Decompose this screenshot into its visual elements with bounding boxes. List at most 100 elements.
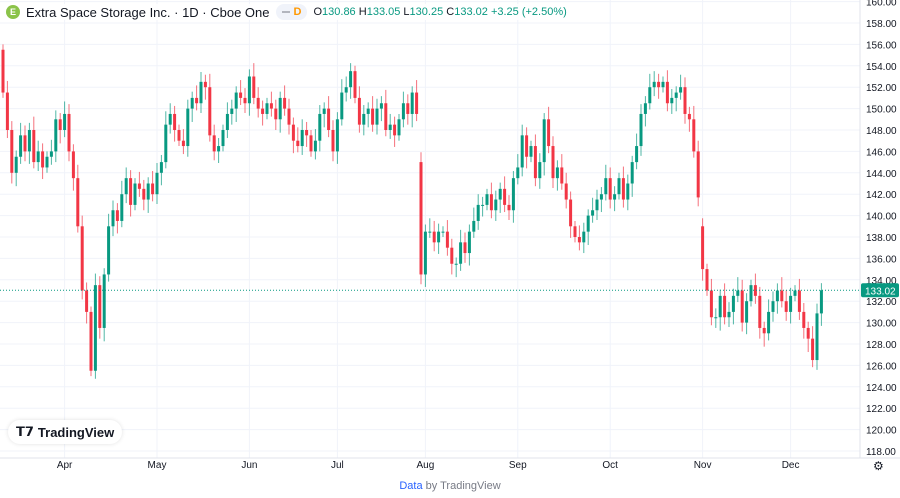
gear-icon[interactable]: ⚙ bbox=[873, 459, 884, 473]
candle-down bbox=[564, 183, 568, 200]
tv-logo-text: TradingView bbox=[37, 424, 115, 440]
candle-down bbox=[85, 290, 89, 312]
candle-up bbox=[225, 113, 229, 130]
low-value: 130.25 bbox=[409, 6, 444, 18]
candle-down bbox=[283, 97, 287, 109]
candle-down bbox=[551, 146, 555, 179]
candle-down bbox=[274, 108, 278, 120]
candle-down bbox=[683, 87, 687, 114]
candle-up bbox=[476, 204, 480, 221]
candle-up bbox=[93, 285, 97, 371]
candle-up bbox=[335, 119, 339, 152]
candle-down bbox=[560, 167, 564, 184]
candle-up bbox=[617, 178, 621, 195]
y-tick-label: 142.00 bbox=[866, 190, 897, 201]
candle-up bbox=[221, 130, 225, 147]
candle-down bbox=[142, 188, 146, 200]
candle-down bbox=[23, 135, 27, 152]
candle-up bbox=[379, 103, 383, 109]
candle-up bbox=[643, 103, 647, 114]
candle-up bbox=[423, 231, 427, 275]
candle-up bbox=[555, 167, 559, 179]
interval-badge[interactable]: D bbox=[275, 4, 308, 20]
candle-down bbox=[252, 76, 256, 98]
candle-up bbox=[146, 183, 150, 200]
candle-up bbox=[472, 220, 476, 232]
candle-down bbox=[371, 108, 375, 125]
candle-up bbox=[520, 135, 524, 168]
candle-down bbox=[10, 130, 14, 173]
candle-down bbox=[665, 81, 669, 104]
candle-up bbox=[124, 178, 128, 195]
y-tick-label: 128.00 bbox=[866, 340, 897, 351]
candle-down bbox=[287, 108, 291, 125]
candle-down bbox=[177, 130, 181, 141]
candle-up bbox=[300, 130, 304, 147]
y-tick-label: 136.00 bbox=[866, 254, 897, 265]
candle-down bbox=[58, 119, 62, 130]
candle-up bbox=[388, 124, 392, 130]
y-tick-label: 146.00 bbox=[866, 147, 897, 158]
candle-down bbox=[80, 226, 84, 291]
y-tick-label: 144.00 bbox=[866, 169, 897, 180]
candle-down bbox=[432, 231, 436, 243]
candle-down bbox=[657, 81, 661, 88]
symbol-title[interactable]: Extra Space Storage Inc. · 1D · Cboe One bbox=[26, 4, 270, 20]
candle-down bbox=[762, 327, 766, 334]
high-value: 133.05 bbox=[366, 6, 401, 18]
close-label: C bbox=[446, 6, 455, 18]
data-link[interactable]: Data bbox=[399, 480, 423, 492]
candle-up bbox=[27, 130, 31, 152]
candle-down bbox=[621, 178, 625, 200]
candle-down bbox=[327, 108, 331, 130]
candle-up bbox=[102, 274, 106, 328]
candle-down bbox=[577, 237, 581, 243]
candle-up bbox=[591, 210, 595, 216]
x-tick-label: Jul bbox=[331, 460, 344, 471]
y-tick-label: 160.00 bbox=[866, 0, 897, 9]
candle-up bbox=[599, 194, 603, 200]
candle-up bbox=[485, 194, 489, 205]
candle-up bbox=[133, 183, 137, 205]
candle-down bbox=[353, 71, 357, 98]
candle-down bbox=[384, 103, 388, 130]
candle-up bbox=[679, 87, 683, 93]
candle-up bbox=[481, 204, 485, 206]
x-tick-label: Sep bbox=[509, 460, 527, 471]
candle-up bbox=[467, 231, 471, 254]
candle-down bbox=[393, 124, 397, 136]
candle-up bbox=[613, 194, 617, 200]
candle-down bbox=[5, 92, 9, 130]
candle-up bbox=[749, 285, 753, 302]
candle-up bbox=[349, 71, 353, 88]
candle-down bbox=[32, 130, 36, 163]
candle-up bbox=[107, 226, 111, 275]
candle-down bbox=[76, 178, 80, 227]
candle-down bbox=[1, 49, 5, 93]
candle-down bbox=[797, 290, 801, 312]
symbol-logo: E bbox=[6, 5, 20, 19]
candle-up bbox=[582, 231, 586, 243]
ohlc-values: O130.86 H133.05 L130.25 C133.02 +3.25 (+… bbox=[313, 6, 566, 18]
candle-down bbox=[309, 135, 313, 152]
candle-down bbox=[753, 285, 757, 296]
candle-down bbox=[331, 130, 335, 152]
candle-up bbox=[718, 295, 722, 318]
candle-down bbox=[569, 199, 573, 227]
candle-down bbox=[203, 81, 207, 88]
y-tick-label: 152.00 bbox=[866, 83, 897, 94]
candle-down bbox=[269, 103, 273, 109]
candle-up bbox=[775, 290, 779, 302]
candle-up bbox=[498, 188, 502, 200]
tradingview-logo[interactable]: 𝗧𝟳 TradingView bbox=[8, 420, 123, 444]
tv-logo-icon: 𝗧𝟳 bbox=[16, 424, 34, 439]
candlestick-chart[interactable]: 118.00 120.00 122.00 124.00 126.00 128.00 130.… bbox=[0, 0, 900, 478]
candle-down bbox=[212, 135, 216, 152]
candle-down bbox=[305, 130, 309, 136]
y-tick-label: 126.00 bbox=[866, 361, 897, 372]
candle-down bbox=[573, 226, 577, 237]
candle-down bbox=[296, 140, 300, 147]
candle-down bbox=[239, 92, 243, 98]
candle-down bbox=[489, 194, 493, 211]
candle-down bbox=[256, 97, 260, 109]
